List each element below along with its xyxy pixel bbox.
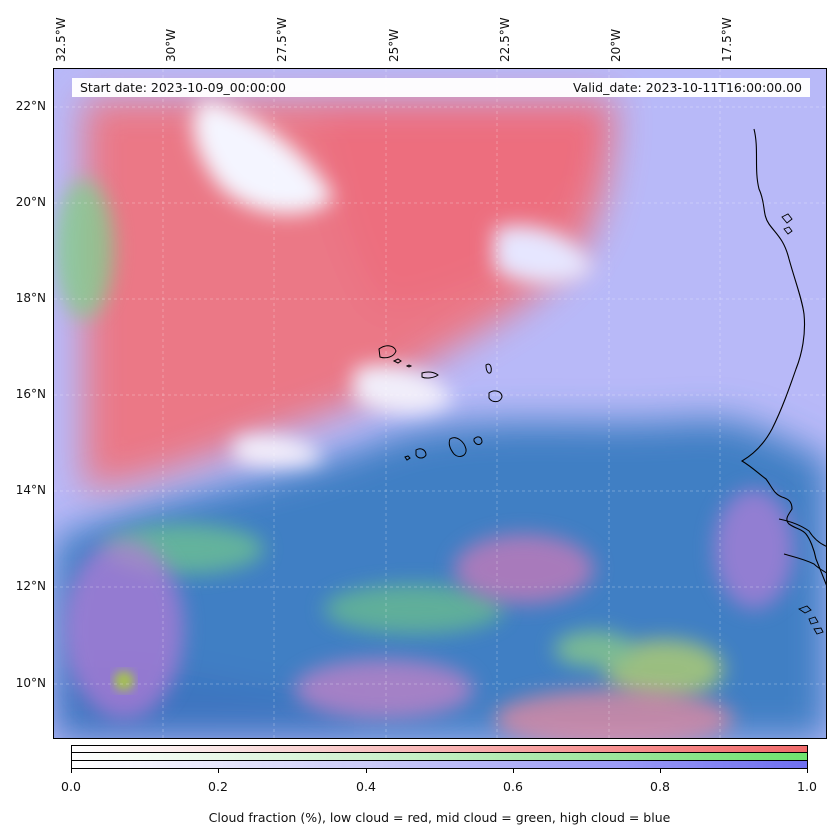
colorbar-tick-mark	[366, 769, 367, 773]
start-date-label: Start date: 2023-10-09_00:00:00	[80, 80, 286, 95]
colorbar-tick-label: 0.6	[503, 779, 523, 794]
lon-label-text: 25°W	[387, 28, 401, 62]
lower-left-feature	[114, 671, 134, 691]
sao-nicolau-island	[421, 371, 439, 379]
lon-label-25w: 25°W	[387, 29, 401, 62]
lon-label-text: 17.5°W	[720, 17, 734, 62]
lon-label-30w: 30°W	[164, 29, 178, 62]
western-sahara-islands	[781, 213, 793, 235]
colorbar-high-cloud-row	[72, 760, 807, 768]
lon-label-20w: 20°W	[609, 29, 623, 62]
maio-island	[473, 436, 483, 445]
colorbar-tick-label: 0.4	[356, 779, 376, 794]
lat-label-12n: 12°N	[15, 579, 46, 593]
date-banner: Start date: 2023-10-09_00:00:00 Valid_da…	[72, 78, 810, 97]
colorbar-tick-label: 0.8	[650, 779, 670, 794]
mixed-cloud-patches	[64, 489, 794, 738]
colorbar-tick-mark	[807, 769, 808, 773]
low-cloud-region	[84, 99, 614, 489]
lat-label-16n: 16°N	[15, 387, 46, 401]
santa-luzia-island	[405, 364, 413, 368]
date-banner-container: Start date: 2023-10-09_00:00:00 Valid_da…	[72, 78, 810, 97]
colorbar-tick-mark	[218, 769, 219, 773]
cloud-map-svg: Start date: 2023-10-09_00:00:00 Valid_da…	[54, 69, 826, 738]
coast-inlet	[778, 518, 826, 547]
colorbar-tick-label: 0.0	[61, 779, 81, 794]
brava-island	[404, 455, 411, 461]
sao-vicente-island	[392, 358, 402, 364]
lon-label-text: 32.5°W	[54, 17, 68, 62]
africa-coastline	[740, 128, 826, 586]
lon-label-text: 22.5°W	[498, 17, 512, 62]
colorbar-tick-label: 0.2	[208, 779, 228, 794]
colorbar-tick-label: 1.0	[797, 779, 817, 794]
lon-label-text: 20°W	[609, 28, 623, 62]
graticule	[54, 69, 826, 738]
lat-label-14n: 14°N	[15, 483, 46, 497]
santo-antao-island	[378, 345, 397, 359]
lat-label-22n: 22°N	[15, 99, 46, 113]
cloud-fraction-colorbar	[71, 745, 808, 769]
lon-label-32-5w: 32.5°W	[54, 17, 68, 62]
santiago-island	[448, 437, 467, 457]
lat-label-18n: 18°N	[15, 291, 46, 305]
cloud-fraction-map: Start date: 2023-10-09_00:00:00 Valid_da…	[53, 68, 827, 739]
colorbar-mid-cloud-row	[72, 753, 807, 761]
lon-label-17-5w: 17.5°W	[720, 17, 734, 62]
valid-date-label: Valid_date: 2023-10-11T16:00:00.00	[572, 80, 802, 95]
lon-label-text: 30°W	[164, 28, 178, 62]
bissau-islands	[798, 605, 824, 635]
clear-sky-patch	[193, 99, 594, 467]
colorbar-tick-mark	[71, 769, 72, 773]
lon-label-22-5w: 22.5°W	[498, 17, 512, 62]
lat-label-10n: 10°N	[15, 676, 46, 690]
colorbar-caption: Cloud fraction (%), low cloud = red, mid…	[208, 810, 671, 825]
cape-verde-islands	[378, 345, 503, 461]
fogo-island	[415, 448, 427, 459]
colorbar-low-cloud-row	[72, 746, 807, 754]
lon-label-27-5w: 27.5°W	[275, 17, 289, 62]
colorbar-tick-mark	[513, 769, 514, 773]
boa-vista-island	[488, 390, 503, 403]
lat-label-20n: 20°N	[15, 195, 46, 209]
coast-inlet-2	[783, 553, 826, 574]
lon-label-text: 27.5°W	[275, 17, 289, 62]
colorbar-tick-mark	[660, 769, 661, 773]
sal-island	[485, 363, 492, 374]
